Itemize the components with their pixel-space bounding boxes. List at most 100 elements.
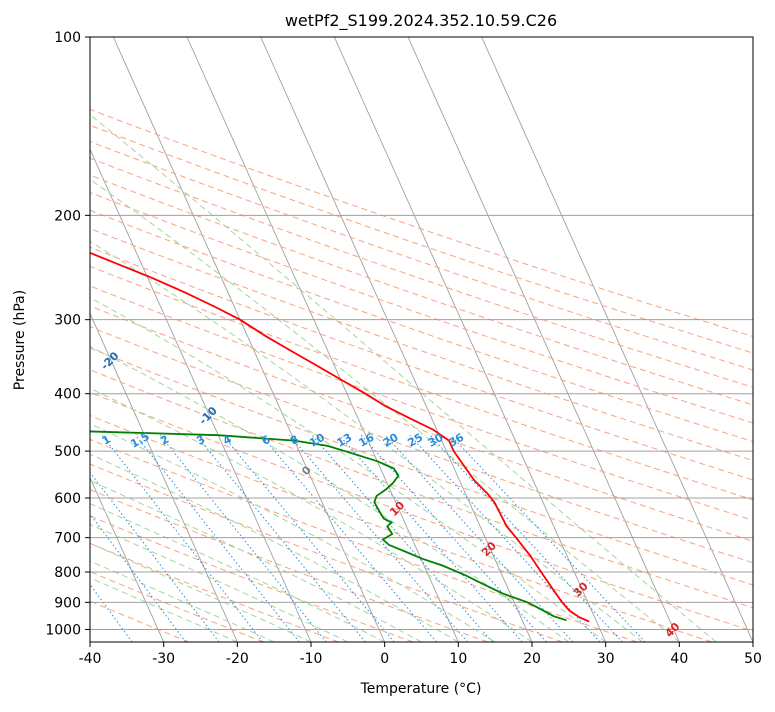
y-tick-label: 800 bbox=[54, 565, 81, 581]
temperature-line-label: 30 bbox=[571, 579, 591, 599]
isotherm-line bbox=[260, 37, 533, 642]
dry-adiabat-line bbox=[90, 124, 753, 354]
mixing-ratio-line bbox=[311, 434, 493, 642]
x-tick-label: -20 bbox=[226, 651, 249, 667]
dry-adiabat-line bbox=[90, 191, 753, 424]
mixing-ratio-label: 0.4 bbox=[24, 430, 48, 451]
isotherm-line bbox=[90, 148, 312, 642]
moist-adiabat-line bbox=[90, 560, 275, 642]
temperature-profile bbox=[90, 251, 590, 623]
moist-adiabat-line bbox=[90, 503, 385, 642]
moist-adiabat-line bbox=[90, 423, 496, 642]
y-tick-label: 900 bbox=[54, 595, 81, 611]
dry-adiabat-line bbox=[90, 438, 638, 642]
moist-adiabat-line bbox=[90, 523, 349, 642]
x-tick-label: 0 bbox=[380, 651, 389, 667]
mixing-ratio-label: 2 bbox=[158, 433, 171, 448]
y-tick-label: 300 bbox=[54, 313, 81, 329]
dry-adiabat-line bbox=[90, 515, 414, 642]
dry-adiabat-line bbox=[90, 157, 753, 388]
isotherm-line bbox=[186, 37, 459, 642]
moist-adiabat-line bbox=[90, 577, 238, 642]
dry-adiabat-line bbox=[90, 600, 189, 642]
x-axis-label: Temperature (°C) bbox=[360, 681, 482, 697]
mixing-ratio-line bbox=[384, 434, 574, 642]
moist-adiabat-line bbox=[90, 542, 312, 642]
moist-adiabat-line bbox=[90, 453, 459, 642]
dry-adiabat-line bbox=[90, 414, 712, 642]
isotherm-line bbox=[407, 37, 680, 642]
x-tick-label: -40 bbox=[79, 651, 102, 667]
temperature-line-label: 20 bbox=[479, 539, 499, 559]
mixing-ratio-line bbox=[338, 434, 523, 642]
moist-adiabat-line bbox=[90, 240, 643, 642]
mixing-ratio-line bbox=[90, 471, 220, 642]
x-tick-label: 50 bbox=[744, 651, 762, 667]
dry-adiabat-line bbox=[90, 542, 339, 642]
dry-adiabat-line bbox=[90, 108, 753, 338]
temperature-line-label: 10 bbox=[387, 499, 407, 519]
y-tick-label: 100 bbox=[54, 30, 81, 46]
y-tick-label: 600 bbox=[54, 491, 81, 507]
mixing-ratio-label: 30 bbox=[426, 431, 446, 450]
temperature-line-label: 40 bbox=[663, 620, 683, 640]
x-tick-label: -30 bbox=[152, 651, 175, 667]
mixing-ratio-label: 1 bbox=[100, 433, 113, 448]
y-axis-label: Pressure (hPa) bbox=[12, 290, 28, 390]
y-tick-label: 400 bbox=[54, 387, 81, 403]
dry-adiabat-line bbox=[90, 209, 753, 443]
dry-adiabat-line bbox=[90, 463, 563, 642]
mixing-ratio-label: 16 bbox=[357, 431, 377, 450]
mixing-ratio-label: 10 bbox=[307, 431, 327, 450]
dry-adiabat-line bbox=[90, 369, 753, 609]
isotherm-line bbox=[481, 37, 753, 642]
isotherm-line bbox=[333, 37, 607, 642]
mixing-ratio-line bbox=[195, 434, 366, 642]
dry-adiabat-line bbox=[90, 347, 753, 586]
mixing-ratio-label: 36 bbox=[446, 431, 466, 450]
x-tick-label: -10 bbox=[300, 651, 323, 667]
dry-adiabat-line bbox=[90, 489, 488, 642]
moist-adiabat-line bbox=[90, 297, 606, 642]
x-tick-label: 40 bbox=[670, 651, 688, 667]
chart-title: wetPf2_S199.2024.352.10.59.C26 bbox=[285, 11, 557, 31]
mixing-ratio-line bbox=[260, 434, 437, 642]
dry-adiabat-line bbox=[90, 228, 753, 462]
dry-adiabat-line bbox=[90, 285, 753, 521]
x-tick-label: 20 bbox=[523, 651, 541, 667]
dry-adiabat-line bbox=[90, 174, 753, 406]
mixing-ratio-line bbox=[222, 434, 395, 642]
moist-adiabat-line bbox=[90, 480, 422, 642]
x-tick-label: 10 bbox=[449, 651, 467, 667]
isotherm-line bbox=[90, 312, 238, 642]
y-tick-label: 1000 bbox=[45, 622, 81, 638]
moist-adiabat-line bbox=[90, 114, 717, 642]
y-tick-label: 200 bbox=[54, 208, 81, 224]
temperature-line-label: 0 bbox=[299, 463, 314, 478]
mixing-ratio-line bbox=[450, 434, 646, 642]
moist-adiabat-line bbox=[90, 387, 533, 642]
y-tick-label: 500 bbox=[54, 444, 81, 460]
temperature-line-label: -10 bbox=[197, 404, 220, 427]
dry-adiabat-line bbox=[90, 305, 753, 542]
mixing-ratio-line bbox=[159, 434, 327, 642]
mixing-ratio-line bbox=[429, 434, 623, 642]
mixing-ratio-line bbox=[90, 513, 187, 642]
dry-adiabat-line bbox=[90, 141, 753, 371]
dry-adiabat-line bbox=[90, 265, 753, 501]
isotherm-line bbox=[90, 476, 165, 642]
dry-adiabat-line bbox=[90, 326, 753, 564]
mixing-ratio-label: 20 bbox=[381, 431, 401, 450]
dry-adiabat-line bbox=[90, 246, 753, 481]
mixing-ratio-line bbox=[101, 434, 264, 642]
isotherm-line bbox=[112, 37, 386, 642]
dry-adiabat-line bbox=[90, 391, 753, 632]
plot-frame bbox=[89, 36, 754, 643]
mixing-ratio-label: 8 bbox=[288, 433, 301, 448]
mixing-ratio-label: 13 bbox=[335, 431, 355, 450]
mixing-ratio-line bbox=[409, 434, 601, 642]
dry-adiabat-line bbox=[90, 571, 264, 642]
dewpoint-profile bbox=[90, 430, 567, 622]
